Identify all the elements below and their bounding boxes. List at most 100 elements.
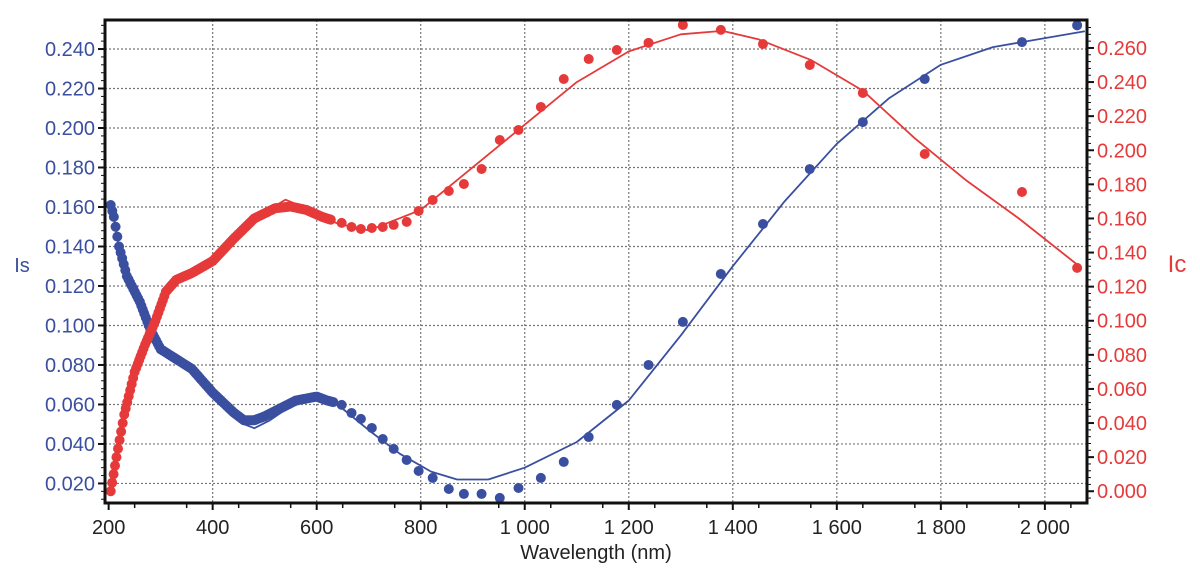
ic-dense-point [113, 443, 124, 454]
y-left-tick-label: 0.080 [45, 355, 95, 377]
is-data-point [427, 472, 438, 483]
is-fit-line [109, 30, 1086, 481]
x-tick-label: 1 400 [708, 517, 758, 539]
is-data-point [346, 407, 357, 418]
is-data-point [458, 488, 469, 499]
ic-dense-point [111, 452, 122, 463]
ic-data-point [1016, 187, 1027, 198]
ic-data-point [443, 186, 454, 197]
ic-data-point [677, 19, 688, 30]
ic-data-point [857, 87, 868, 98]
y-right-tick-label: 0.180 [1097, 174, 1147, 196]
x-axis-label: Wavelength (nm) [520, 542, 672, 564]
is-data-point [677, 316, 688, 327]
series-layer [105, 19, 1086, 503]
ic-data-point [643, 37, 654, 48]
y-right-tick-label: 0.240 [1097, 72, 1147, 94]
is-data-point [413, 466, 424, 477]
grid [105, 20, 1087, 503]
y-left-tick-label: 0.160 [45, 197, 95, 219]
ic-data-point [366, 222, 377, 233]
x-tick-label: 600 [300, 517, 333, 539]
ic-data-point [804, 60, 815, 71]
ic-data-point [494, 135, 505, 146]
x-tick-label: 1 200 [604, 517, 654, 539]
is-data-point [401, 454, 412, 465]
is-data-point [443, 483, 454, 494]
ic-dense-point [107, 477, 118, 488]
is-data-point [919, 74, 930, 85]
y-left-axis-label: Is [14, 255, 30, 277]
x-tick-label: 800 [404, 517, 437, 539]
y-left-tick-label: 0.200 [45, 118, 95, 140]
is-dense-point [108, 211, 119, 222]
is-data-point [513, 482, 524, 493]
ic-dense-point [114, 435, 125, 446]
is-dense-point [112, 231, 123, 242]
y-right-tick-label: 0.000 [1097, 481, 1147, 503]
ic-data-point [427, 195, 438, 206]
is-data-point [715, 268, 726, 279]
plot-frame [103, 18, 1089, 505]
ic-dense-point [110, 460, 121, 471]
y-left-tick-label: 0.120 [45, 276, 95, 298]
y-left-tick-label: 0.040 [45, 434, 95, 456]
x-tick-label: 1 800 [916, 517, 966, 539]
y-left-tick-label: 0.140 [45, 236, 95, 258]
y-right-tick-label: 0.020 [1097, 447, 1147, 469]
x-tick-label: 400 [196, 517, 229, 539]
y-left-tick-label: 0.100 [45, 315, 95, 337]
is-data-point [1072, 20, 1083, 31]
ic-data-point [355, 224, 366, 235]
ic-dense-point [325, 214, 336, 225]
x-tick-label: 2 000 [1020, 517, 1070, 539]
x-tick-label: 200 [92, 517, 125, 539]
ic-data-point [715, 24, 726, 35]
is-data-point [611, 399, 622, 410]
is-dense-point [328, 397, 339, 408]
ic-data-point [377, 221, 388, 232]
y-left-tick-label: 0.060 [45, 394, 95, 416]
ic-data-point [513, 124, 524, 135]
is-data-point [583, 432, 594, 443]
y-right-tick-label: 0.200 [1097, 140, 1147, 162]
y-right-tick-label: 0.060 [1097, 379, 1147, 401]
ic-data-point [388, 219, 399, 230]
y-right-tick-label: 0.120 [1097, 277, 1147, 299]
is-data-point [857, 117, 868, 128]
is-data-point [336, 399, 347, 410]
is-data-point [1016, 37, 1027, 48]
ic-data-point [535, 101, 546, 112]
y-left-tick-label: 0.020 [45, 473, 95, 495]
is-data-point [388, 443, 399, 454]
is-data-point [494, 492, 505, 503]
ic-data-point [919, 149, 930, 160]
is-data-point [355, 413, 366, 424]
y-left-tick-label: 0.220 [45, 79, 95, 101]
is-data-point [377, 434, 388, 445]
is-data-point [476, 488, 487, 499]
is-data-point [535, 472, 546, 483]
y-right-axis-label: Ic [1168, 251, 1187, 278]
y-right-tick-label: 0.140 [1097, 243, 1147, 265]
y-right-tick-label: 0.160 [1097, 208, 1147, 230]
ic-dense-point [117, 418, 128, 429]
is-data-point [366, 422, 377, 433]
axes: 200 400 600 800 1 000 1 200 1 400 1 600 1 800 2 0… [45, 24, 1147, 539]
y-left-tick-label: 0.240 [45, 39, 95, 61]
ic-data-point [757, 39, 768, 50]
is-data-point [804, 164, 815, 175]
ic-dense-point [108, 469, 119, 480]
ic-data-point [1072, 262, 1083, 273]
x-tick-label: 1 000 [500, 517, 550, 539]
is-dense-point [110, 221, 121, 232]
is-data-point [558, 456, 569, 467]
ic-dense-point [116, 426, 127, 437]
ic-data-point [413, 205, 424, 216]
is-data-point [643, 359, 654, 370]
y-left-tick-label: 0.180 [45, 158, 95, 180]
ic-data-point [558, 73, 569, 84]
y-right-tick-label: 0.080 [1097, 345, 1147, 367]
ic-data-point [583, 54, 594, 65]
is-data-point [757, 218, 768, 229]
